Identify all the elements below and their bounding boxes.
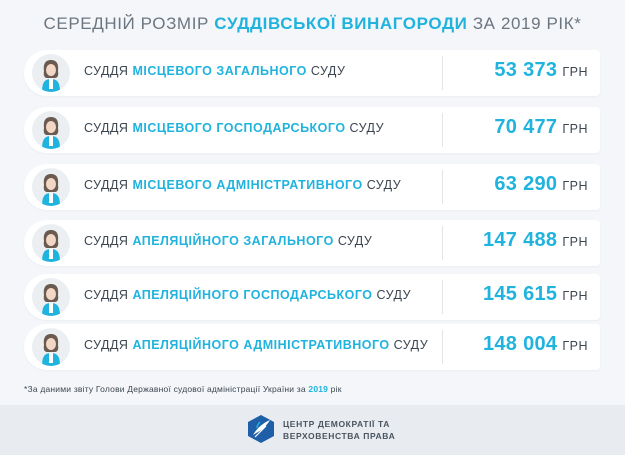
center-logo-icon [246,414,276,444]
row-label-highlight: АПЕЛЯЦІЙНОГО ГОСПОДАРСЬКОГО [132,288,373,302]
salary-row-local-administrative: СУДДЯ МІСЦЕВОГО АДМІНІСТРАТИВНОГО СУДУ 6… [24,164,600,210]
row-label-suffix: СУДУ [337,234,373,248]
row-label: СУДДЯ МІСЦЕВОГО ЗАГАЛЬНОГО СУДУ [84,64,345,78]
source-footnote: *За даними звіту Голови Державної судово… [24,384,342,394]
row-label-highlight: МІСЦЕВОГО ГОСПОДАРСЬКОГО [132,121,346,135]
row-amount: 148 004 ГРН [483,333,588,356]
salary-row-appeal-general: СУДДЯ АПЕЛЯЦІЙНОГО ЗАГАЛЬНОГО СУДУ 147 4… [24,220,600,266]
judge-avatar-icon [32,111,70,149]
title-prefix: СЕРЕДНІЙ РОЗМІР [43,14,209,33]
page-title: СЕРЕДНІЙ РОЗМІР СУДДІВСЬКОЇ ВИНАГОРОДИ З… [0,14,625,34]
amount-currency: ГРН [562,235,588,249]
row-label: СУДДЯ АПЕЛЯЦІЙНОГО АДМІНІСТРАТИВНОГО СУД… [84,338,428,352]
salary-row-local-commercial: СУДДЯ МІСЦЕВОГО ГОСПОДАРСЬКОГО СУДУ 70 4… [24,107,600,153]
row-label-suffix: СУДУ [376,288,412,302]
row-label-highlight: МІСЦЕВОГО ЗАГАЛЬНОГО [132,64,307,78]
logo-line-1: ЦЕНТР ДЕМОКРАТІЇ ТА [283,419,390,429]
row-label-prefix: СУДДЯ [84,288,129,302]
row-divider [442,113,443,147]
title-suffix: ЗА 2019 РІК* [472,14,582,33]
row-label-prefix: СУДДЯ [84,121,129,135]
judge-avatar-icon [32,224,70,262]
amount-currency: ГРН [562,179,588,193]
row-label-suffix: СУДУ [349,121,385,135]
footnote-text: *За даними звіту Голови Державної судово… [24,384,306,394]
row-label-suffix: СУДУ [366,178,402,192]
amount-currency: ГРН [562,65,588,79]
logo-line-2: ВЕРХОВЕНСТВА ПРАВА [283,431,396,441]
row-divider [442,330,443,364]
amount-currency: ГРН [562,289,588,303]
footnote-suffix: рік [330,384,342,394]
amount-value: 147 488 [482,229,558,251]
salary-row-appeal-administrative: СУДДЯ АПЕЛЯЦІЙНОГО АДМІНІСТРАТИВНОГО СУД… [24,324,600,370]
row-label: СУДДЯ МІСЦЕВОГО АДМІНІСТРАТИВНОГО СУДУ [84,178,401,192]
row-label: СУДДЯ АПЕЛЯЦІЙНОГО ГОСПОДАРСЬКОГО СУДУ [84,288,411,302]
salary-row-local-general: СУДДЯ МІСЦЕВОГО ЗАГАЛЬНОГО СУДУ 53 373 ГР… [24,50,600,96]
row-label-prefix: СУДДЯ [84,178,129,192]
row-amount: 147 488 ГРН [483,229,588,252]
amount-value: 148 004 [482,333,558,355]
row-label-highlight: МІСЦЕВОГО АДМІНІСТРАТИВНОГО [132,178,363,192]
row-label-highlight: АПЕЛЯЦІЙНОГО АДМІНІСТРАТИВНОГО [132,338,390,352]
judge-avatar-icon [32,54,70,92]
row-amount: 53 373 ГРН [494,59,588,82]
row-amount: 70 477 ГРН [494,116,588,139]
judge-avatar-icon [32,168,70,206]
row-label-highlight: АПЕЛЯЦІЙНОГО ЗАГАЛЬНОГО [132,234,334,248]
row-divider [442,226,443,260]
judge-avatar-icon [32,278,70,316]
row-label: СУДДЯ МІСЦЕВОГО ГОСПОДАРСЬКОГО СУДУ [84,121,384,135]
footer: ЦЕНТР ДЕМОКРАТІЇ ТА ВЕРХОВЕНСТВА ПРАВА [0,405,625,455]
amount-value: 145 615 [482,283,558,305]
amount-currency: ГРН [562,122,588,136]
row-label: СУДДЯ АПЕЛЯЦІЙНОГО ЗАГАЛЬНОГО СУДУ [84,234,372,248]
amount-value: 70 477 [494,116,558,138]
amount-value: 63 290 [494,173,558,195]
judge-avatar-icon [32,328,70,366]
row-label-prefix: СУДДЯ [84,234,129,248]
amount-currency: ГРН [562,339,588,353]
footnote-year: 2019 [308,384,329,394]
row-divider [442,170,443,204]
row-amount: 145 615 ГРН [483,283,588,306]
salary-row-appeal-commercial: СУДДЯ АПЕЛЯЦІЙНОГО ГОСПОДАРСЬКОГО СУДУ 1… [24,274,600,320]
amount-value: 53 373 [494,59,558,81]
row-label-prefix: СУДДЯ [84,338,129,352]
center-logo-text: ЦЕНТР ДЕМОКРАТІЇ ТА ВЕРХОВЕНСТВА ПРАВА [283,418,395,442]
row-label-suffix: СУДУ [393,338,429,352]
row-label-suffix: СУДУ [310,64,346,78]
row-label-prefix: СУДДЯ [84,64,129,78]
title-highlight: СУДДІВСЬКОЇ ВИНАГОРОДИ [214,14,468,33]
row-amount: 63 290 ГРН [494,173,588,196]
row-divider [442,280,443,314]
row-divider [442,56,443,90]
